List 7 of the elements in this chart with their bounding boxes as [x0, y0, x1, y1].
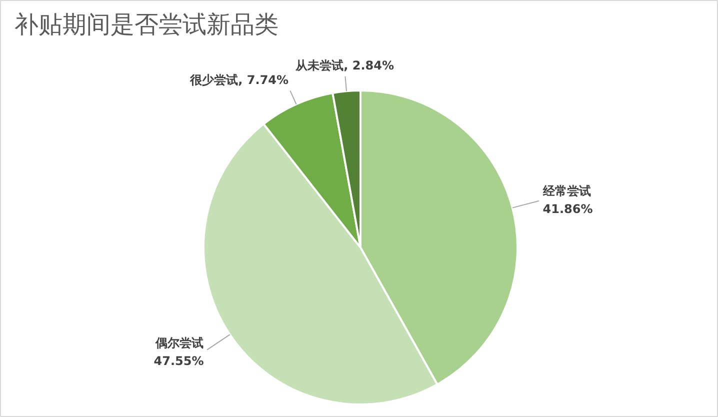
data-label: 41.86% — [542, 202, 593, 216]
data-label: 47.55% — [154, 354, 204, 368]
slice-label: 经常尝试 — [542, 184, 591, 198]
slice-label: 很少尝试, 7.74% — [189, 73, 289, 88]
slice-label: 偶尔尝试 — [154, 336, 204, 350]
slice-label: 从未尝试, 2.84% — [294, 58, 394, 72]
chart-title: 补贴期间是否尝试新品类 — [14, 10, 278, 38]
